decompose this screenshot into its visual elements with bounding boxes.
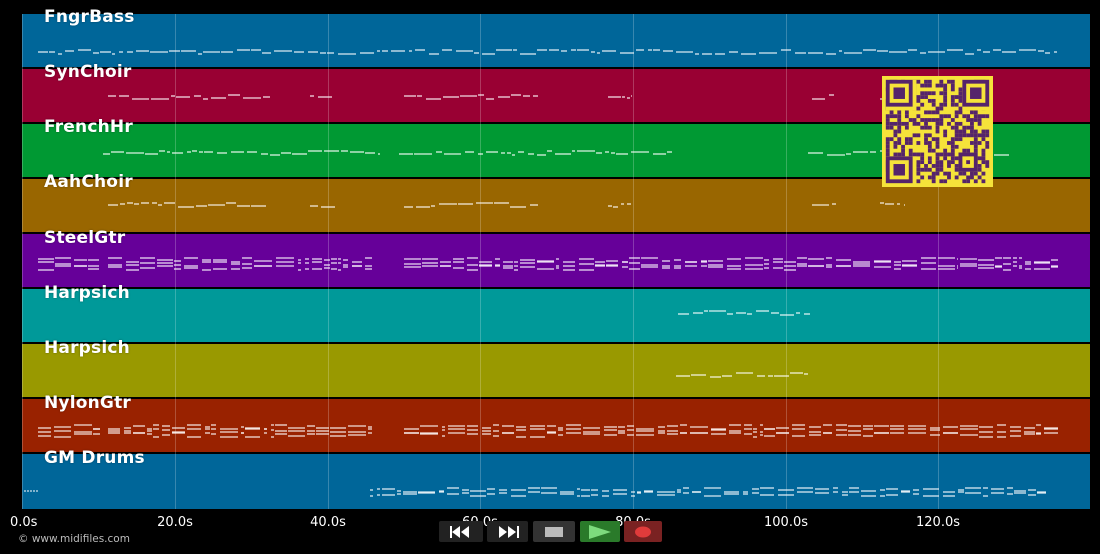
stop-icon (545, 526, 563, 537)
time-gridline (786, 14, 787, 509)
track-name: Harpsich (44, 283, 130, 303)
time-tick-label: 120.0s (916, 515, 960, 530)
time-tick-label: 0.0s (10, 515, 38, 530)
track-lane[interactable] (22, 454, 1090, 509)
track-name: SynChoir (44, 62, 132, 82)
time-gridline (22, 14, 23, 509)
rewind-button[interactable] (439, 521, 483, 542)
track-lane[interactable] (22, 289, 1090, 342)
copyright-text: © www.midifiles.com (18, 533, 130, 545)
time-gridline (175, 14, 176, 509)
qr-code-icon (882, 76, 993, 187)
track-lane[interactable] (22, 399, 1090, 452)
play-button[interactable] (580, 521, 620, 542)
time-tick-label: 100.0s (764, 515, 808, 530)
play-icon (589, 524, 611, 539)
fast-forward-button[interactable] (487, 521, 528, 542)
time-tick-label: 40.0s (310, 515, 346, 530)
track-name: FngrBass (44, 7, 135, 27)
track-name: NylonGtr (44, 393, 131, 413)
track-lane[interactable] (22, 234, 1090, 287)
record-icon (635, 526, 651, 537)
time-gridline (480, 14, 481, 509)
rewind-icon (450, 525, 469, 538)
track-name: FrenchHr (44, 117, 133, 137)
time-gridline (938, 14, 939, 509)
time-tick-label: 20.0s (157, 515, 193, 530)
track-name: GM Drums (44, 448, 145, 468)
track-lane[interactable] (22, 14, 1090, 67)
track-name: AahChoir (44, 172, 133, 192)
fast-forward-icon (498, 525, 519, 538)
track-name: Harpsich (44, 338, 130, 358)
track-lane[interactable] (22, 344, 1090, 397)
time-gridline (633, 14, 634, 509)
track-name: SteelGtr (44, 228, 126, 248)
time-gridline (328, 14, 329, 509)
record-button[interactable] (624, 521, 662, 542)
stop-button[interactable] (533, 521, 575, 542)
